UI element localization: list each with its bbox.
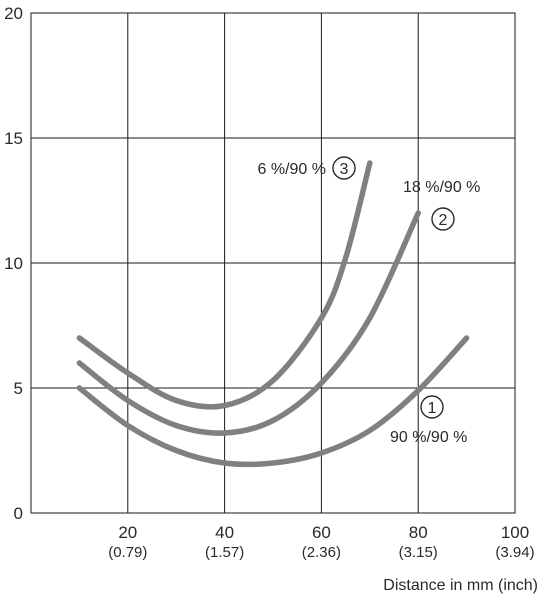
series-marker-circle (420, 395, 444, 419)
curves (76, 160, 470, 468)
x-tick-label: 80 (409, 523, 428, 542)
x-tick-sublabel: (3.15) (399, 544, 438, 561)
series-label: 90 %/90 % (390, 429, 467, 446)
series-label: 18 %/90 % (403, 179, 480, 196)
x-tick-label: 20 (118, 523, 137, 542)
series-marker-circle (332, 156, 356, 180)
x-tick-sublabel: (1.57) (205, 544, 244, 561)
y-tick-label: 10 (4, 254, 23, 273)
x-tick-label: 40 (215, 523, 234, 542)
series-marker-number: 3 (340, 161, 349, 178)
series-marker-number: 2 (439, 212, 448, 229)
series-marker-circle (431, 207, 455, 231)
x-axis-label: Distance in mm (inch) (383, 577, 538, 594)
y-tick-label: 15 (4, 129, 23, 148)
series-marker-number: 1 (428, 400, 437, 417)
y-tick-label: 5 (14, 379, 23, 398)
curve-series-2 (76, 210, 421, 436)
x-tick-label: 100 (501, 523, 529, 542)
curve-series-3 (76, 160, 373, 410)
x-axis-ticks: 20 (0.79) 40 (1.57) 60 (2.36) 80 (3.15) 100 (3.94… (108, 523, 534, 561)
x-tick-label: 60 (312, 523, 331, 542)
x-tick-sublabel: (2.36) (302, 544, 341, 561)
y-tick-label: 0 (14, 504, 23, 523)
series-label: 6 %/90 % (258, 161, 326, 178)
x-tick-sublabel: (3.94) (495, 544, 534, 561)
series-annotations: 1 90 %/90 % 2 18 %/90 % 3 6 %/90 % (258, 156, 480, 446)
y-tick-label: 20 (4, 4, 23, 23)
x-tick-sublabel: (0.79) (108, 544, 147, 561)
y-axis-ticks: 0 5 10 15 20 (4, 4, 23, 523)
curve-series-1 (76, 335, 470, 468)
